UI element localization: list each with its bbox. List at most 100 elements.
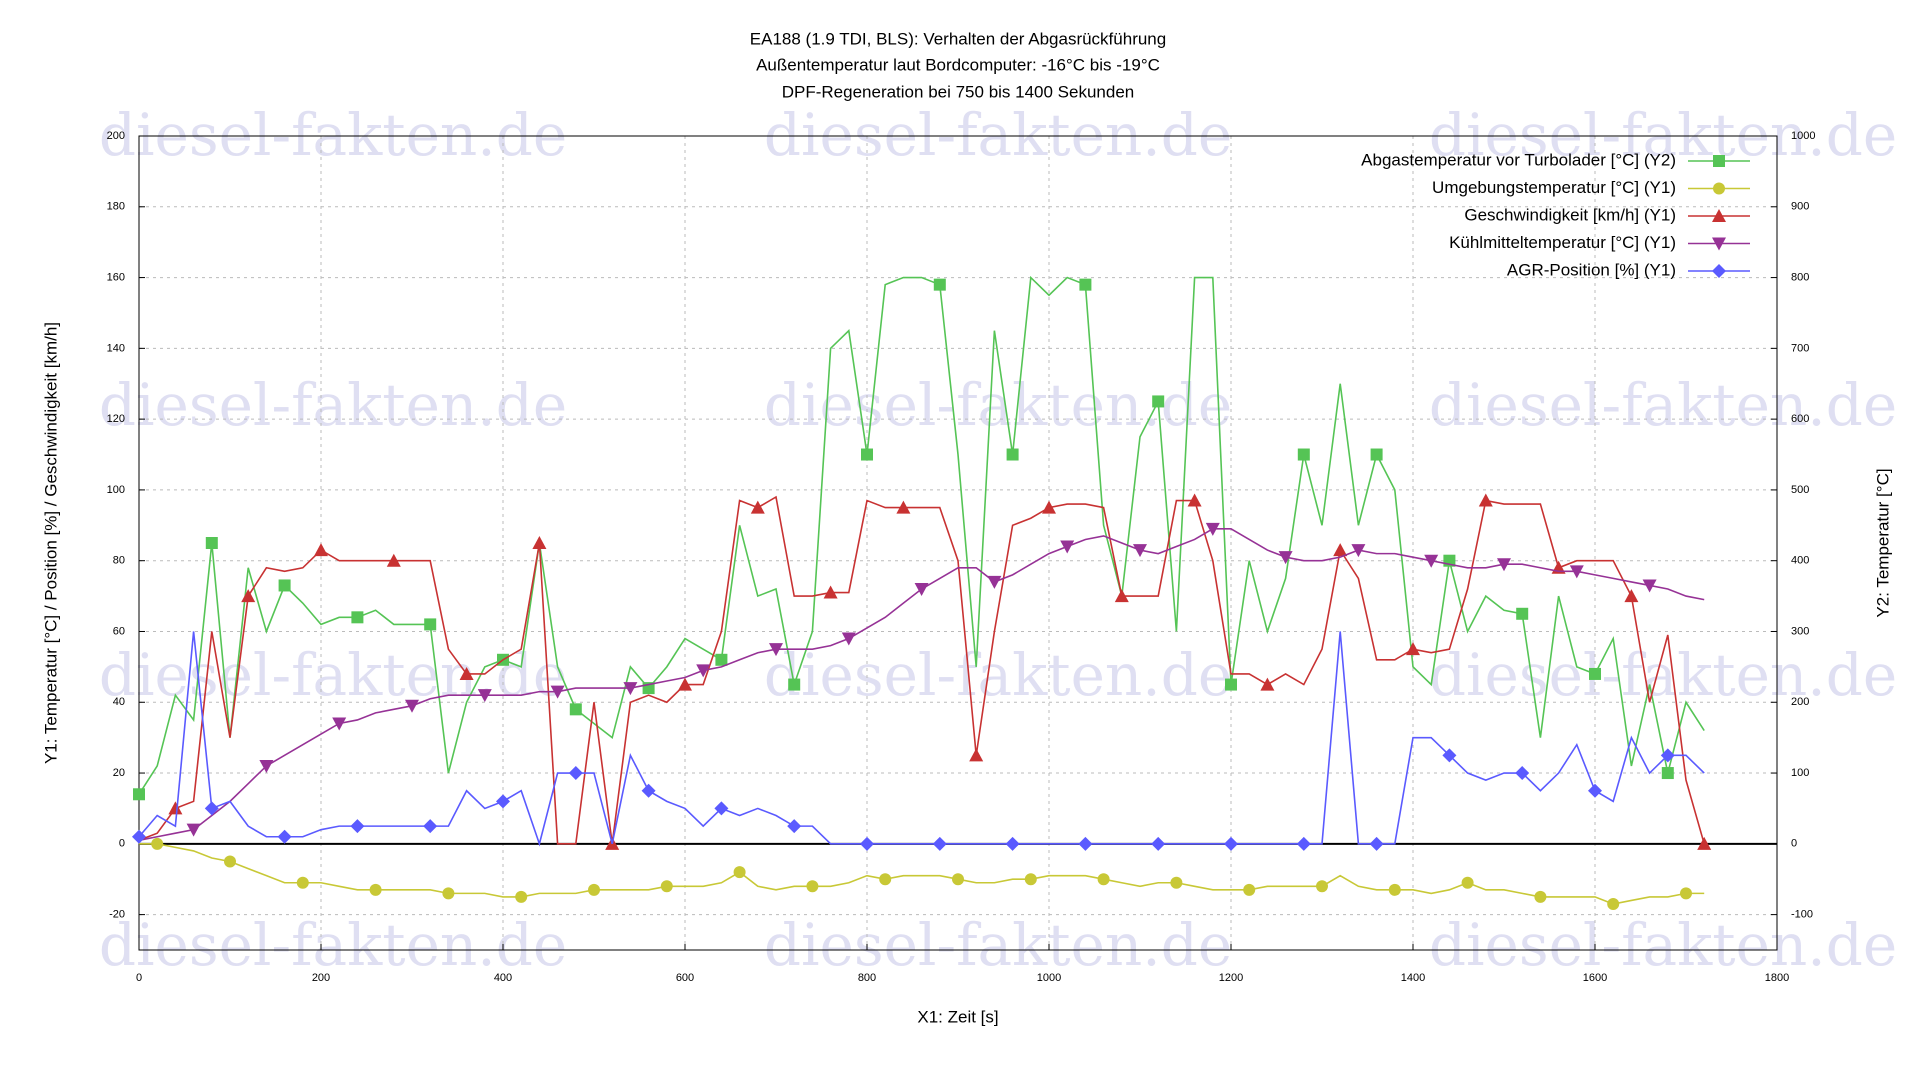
marker <box>1114 589 1129 603</box>
marker <box>151 837 164 850</box>
watermark: diesel-fakten.de <box>764 911 1232 979</box>
y2-tick-label: 200 <box>1791 696 1809 708</box>
marker <box>314 543 328 557</box>
marker <box>696 664 711 678</box>
legend-marker <box>1712 209 1726 222</box>
y-tick-label: 140 <box>107 342 125 354</box>
marker <box>1660 748 1675 763</box>
marker <box>1333 543 1348 557</box>
marker <box>569 703 582 716</box>
y2-tick-label: 1000 <box>1791 130 1815 142</box>
watermark: diesel-fakten.de <box>764 101 1232 169</box>
marker <box>1497 558 1511 572</box>
watermark: diesel-fakten.de <box>764 641 1232 709</box>
marker <box>1516 607 1529 620</box>
y-tick-label: -20 <box>109 909 125 921</box>
legend-label: Umgebungstemperatur [°C] (Y1) <box>1432 178 1676 197</box>
marker <box>896 500 911 514</box>
marker <box>623 682 638 696</box>
marker <box>1133 544 1147 558</box>
y2-tick-label: 0 <box>1791 838 1797 850</box>
marker <box>750 500 765 514</box>
marker <box>1370 448 1383 461</box>
marker <box>733 866 746 879</box>
marker <box>496 794 510 809</box>
marker <box>204 801 219 816</box>
plot-frame <box>138 135 1778 951</box>
marker <box>1024 873 1037 886</box>
y-tick-label: 120 <box>107 413 125 425</box>
marker <box>1624 589 1639 603</box>
legend-label: Abgastemperatur vor Turbolader [°C] (Y2) <box>1361 150 1676 169</box>
marker <box>969 748 984 762</box>
x-tick-label: 600 <box>676 972 694 984</box>
marker <box>1205 522 1220 536</box>
y-tick-label: 20 <box>113 767 125 779</box>
marker <box>1078 836 1093 851</box>
marker <box>1442 748 1457 763</box>
y2-tick-label: 100 <box>1791 767 1809 779</box>
y-tick-label: 40 <box>113 696 125 708</box>
marker <box>277 829 292 844</box>
marker <box>423 819 438 834</box>
watermark: diesel-fakten.de <box>99 101 567 169</box>
marker <box>1187 493 1202 507</box>
marker <box>1097 873 1110 886</box>
y2-tick-label: 300 <box>1791 625 1809 637</box>
chart-title: EA188 (1.9 TDI, BLS): Verhalten der Abga… <box>750 29 1166 48</box>
marker <box>477 689 492 703</box>
marker <box>1042 500 1056 514</box>
marker <box>1406 642 1420 656</box>
marker <box>186 823 201 837</box>
series-line <box>139 843 1705 905</box>
marker <box>568 766 583 781</box>
x-tick-label: 200 <box>312 972 330 984</box>
y2-tick-label: 800 <box>1791 271 1809 283</box>
y2-tick-label: 500 <box>1791 484 1809 496</box>
marker <box>351 611 364 624</box>
marker <box>386 553 401 567</box>
legend-marker <box>1713 155 1725 167</box>
marker <box>1369 836 1384 851</box>
marker <box>1388 883 1401 896</box>
marker <box>1151 836 1166 851</box>
marker <box>787 819 802 834</box>
marker <box>1224 836 1238 851</box>
marker <box>841 632 856 646</box>
marker <box>241 589 256 603</box>
marker <box>1296 836 1311 851</box>
marker <box>369 883 382 896</box>
marker <box>550 685 565 699</box>
marker <box>860 836 874 851</box>
marker <box>1351 544 1366 558</box>
series-line <box>138 495 1705 845</box>
marker <box>1588 783 1602 798</box>
marker <box>1152 395 1165 408</box>
marker <box>350 819 365 834</box>
chart-annotation: DPF-Regeneration bei 750 bis 1400 Sekund… <box>782 82 1135 101</box>
marker <box>532 536 547 549</box>
y2-tick-label: 900 <box>1791 201 1809 213</box>
marker <box>259 759 274 773</box>
y-tick-label: 80 <box>113 555 125 567</box>
y2-tick-label: 400 <box>1791 555 1809 567</box>
watermark: diesel-fakten.de <box>1429 371 1897 439</box>
marker <box>932 836 947 851</box>
marker <box>296 876 309 889</box>
x-tick-label: 1800 <box>1765 972 1789 984</box>
watermark: diesel-fakten.de <box>1429 911 1897 979</box>
marker <box>1278 551 1293 565</box>
marker <box>660 880 673 893</box>
x-tick-label: 0 <box>136 972 142 984</box>
marker <box>1569 565 1584 579</box>
marker <box>1225 678 1237 691</box>
marker <box>1424 554 1439 568</box>
marker <box>806 880 819 893</box>
x-tick-label: 1600 <box>1583 972 1607 984</box>
marker <box>987 575 1002 589</box>
marker <box>879 873 892 886</box>
y-tick-label: 200 <box>107 130 125 142</box>
marker <box>424 618 437 631</box>
y-tick-label: 160 <box>107 271 125 283</box>
